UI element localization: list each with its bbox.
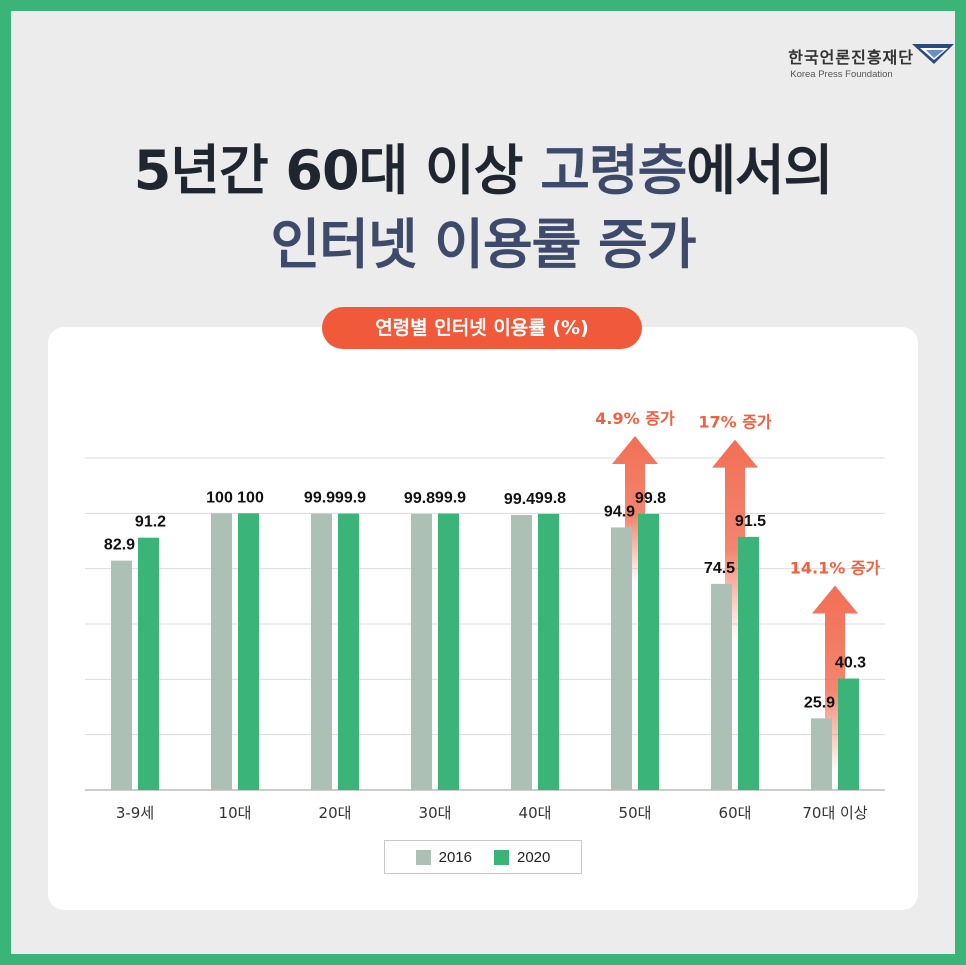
data-label-2020: 99.8 [635,490,666,507]
legend-item-2016: 2016 [415,848,472,866]
legend-label-2020: 2020 [517,848,551,866]
x-tick-label: 70대 이상 [802,804,867,822]
data-label-2020: 99.9 [335,490,366,507]
data-label-2020: 40.3 [835,655,866,672]
increase-arrow [712,439,758,639]
legend-label-2016: 2016 [438,848,472,866]
logo-korean-text: 한국언론진흥재단 [788,48,914,67]
x-tick-label: 50대 [619,804,652,822]
bar-2020 [238,513,259,790]
legend-item-2020: 2020 [494,849,550,866]
data-label-2020: 91.2 [135,514,166,531]
bar-2016 [211,513,232,790]
bar-2016 [411,513,432,790]
bar-2020 [438,513,459,790]
data-label-2020: 99.8 [535,490,566,507]
bar-2020 [838,678,859,790]
bar-2016 [511,514,532,790]
bar-2016 [811,718,832,790]
bar-2016 [611,527,632,790]
data-label-2016: 82.9 [104,537,135,554]
bar-2020 [738,536,759,790]
data-label-2016: 99.8 [404,490,435,507]
title-part-c: 에서의 [686,139,833,202]
x-tick-label: 60대 [719,804,752,822]
x-tick-label: 30대 [419,804,452,822]
bar-2020 [538,513,559,790]
x-tick-label: 10대 [219,804,252,822]
bar-2016 [311,513,332,790]
chart-title-pill: 연령별 인터넷 이용률 (%) [322,307,642,349]
legend-swatch-2020 [494,849,509,865]
page-title-line-2: 인터넷 이용률 증가 [270,213,696,276]
logo-english-text: Korea Press Foundation [790,69,893,80]
data-label-2016: 99.4 [504,491,535,508]
bar-2016 [111,560,132,790]
page-title-line-1: 5년간 60대 이상 고령층에서의 [0,126,966,205]
x-tick-label: 3-9세 [116,804,154,822]
title-part-a: 5년간 60대 이상 [133,139,541,202]
bar-2016 [711,583,732,790]
increase-arrow [612,436,658,583]
data-label-2016: 99.9 [304,490,335,507]
data-label-2016: 94.9 [604,503,635,520]
data-label-2020: 99.9 [435,490,466,507]
increase-arrow [812,585,858,774]
data-label-2016: 100 [206,489,233,506]
bar-2020 [638,513,659,790]
x-tick-label: 20대 [319,804,352,822]
data-label-2016: 25.9 [804,694,835,711]
bar-2020 [338,513,359,790]
x-tick-label: 40대 [519,804,552,822]
data-label-2020: 91.5 [735,513,766,530]
data-label-2016: 74.5 [704,560,735,577]
chart-legend: 2016 2020 [384,840,582,874]
title-highlight: 고령층 [540,139,687,202]
logo: 한국언론진흥재단 Korea Press Foundation [788,44,954,80]
chart-card [48,327,918,910]
increase-annotation-label: 17% 증가 [698,413,772,432]
bar-2020 [138,537,159,790]
legend-swatch-2016 [415,849,431,865]
increase-annotation-label: 4.9% 증가 [595,409,675,428]
data-label-2020: 100 [237,489,264,506]
increase-annotation-label: 14.1% 증가 [790,558,881,577]
press-foundation-logo-icon [912,44,954,64]
